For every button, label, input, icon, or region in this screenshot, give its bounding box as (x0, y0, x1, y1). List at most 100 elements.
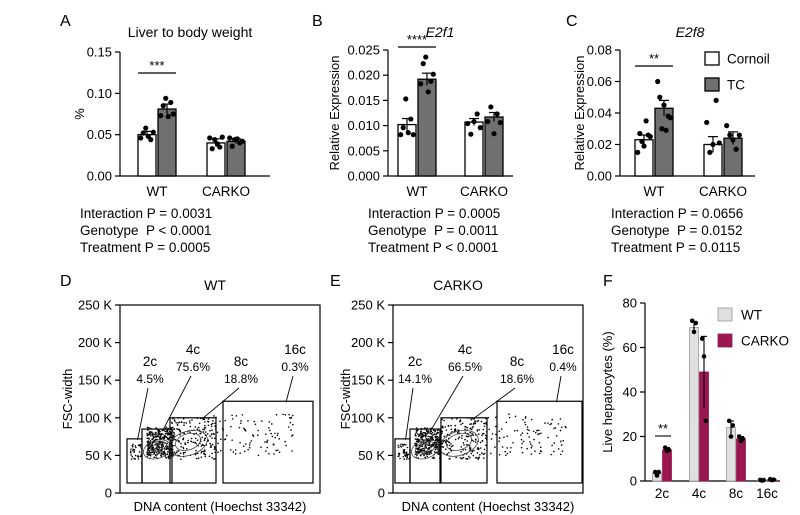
panel-d-event-dot (203, 444, 205, 447)
panel-e-event-dot (540, 432, 542, 435)
legend-label-cornoil: Cornoil (727, 52, 770, 67)
panel-d-event-dot (170, 426, 173, 429)
panel-d-plot-frame (119, 304, 321, 494)
panel-e-event-dot (433, 433, 435, 436)
panel-d-event-dot (152, 432, 154, 435)
panel-d-event-dot (196, 452, 199, 455)
panel-e-event-dot (480, 420, 483, 423)
panel-e-event-dot (462, 441, 465, 444)
panel-d-y-label: FSC-width (60, 369, 75, 430)
panel-e-event-dot (469, 457, 471, 459)
panel-d-event-dot (180, 445, 182, 448)
panel-d-event-dot (242, 445, 245, 448)
panel-d-event-dot (180, 458, 182, 460)
panel-d-event-dot (275, 449, 277, 452)
panel-d-event-dot (284, 414, 287, 416)
panel-d-event-dot (154, 432, 157, 434)
panel-e-event-dot (426, 453, 429, 456)
panel-d-event-dot (137, 458, 140, 460)
panel-d-event-dot (284, 440, 286, 443)
panel-e-event-dot (471, 450, 474, 453)
panel-e-event-dot (425, 433, 427, 435)
panel-a-y-tick-label: 0.10 (87, 86, 112, 101)
panel-d-event-dot (277, 432, 279, 435)
panel-d-event-dot (173, 419, 176, 421)
legend-label-tc: TC (727, 78, 745, 93)
stats-a-genotype: Genotype P < 0.0001 (80, 223, 212, 238)
panel-d-event-dot (268, 426, 270, 429)
panel-e-event-dot (526, 447, 529, 450)
panel-b-y-tick-label: 0.005 (347, 143, 380, 158)
panel-e-gate-percent-4c: 66.5% (448, 360, 482, 374)
panel-e-event-dot (474, 438, 477, 441)
panel-d-event-dot (133, 457, 135, 460)
panel-d-event-dot (266, 439, 269, 442)
panel-e-event-dot (537, 433, 539, 436)
panel-e-event-dot (526, 428, 529, 431)
panel-e-event-dot (470, 428, 473, 431)
panel-e-gate-label-16c: 16c (552, 342, 574, 357)
panel-e-event-dot (560, 444, 563, 446)
panel-d-gate-8c (169, 417, 217, 484)
panel-e-event-dot (498, 440, 500, 443)
panel-b-data-point (418, 81, 424, 87)
panel-d-event-dot (291, 450, 293, 452)
panel-d-event-dot (229, 449, 232, 451)
panel-d-event-dot (214, 437, 216, 440)
panel-d-event-dot (196, 439, 199, 441)
panel-d-event-dot (166, 442, 169, 445)
panel-d-event-dot (206, 433, 209, 435)
panel-e-event-dot (524, 423, 527, 426)
panel-e-event-dot (431, 437, 434, 439)
panel-d-event-dot (203, 452, 205, 454)
panel-c-y-tick-label: 0.06 (587, 74, 612, 89)
panel-b-data-point (398, 132, 404, 138)
panel-d-event-dot (254, 423, 257, 426)
panel-e-event-dot (415, 431, 418, 434)
panel-d-gate-percent-2c: 4.5% (136, 372, 164, 386)
panel-d-event-dot (288, 413, 290, 416)
panel-d-event-dot (179, 430, 181, 432)
panel-d-event-dot (159, 430, 161, 433)
panel-letter-a: A (60, 13, 71, 30)
stats-c-interaction: Interaction P = 0.0656 (611, 206, 744, 221)
panel-a-x-label: WT (147, 184, 168, 199)
panel-f-data-point (701, 354, 707, 359)
panel-d-event-dot (130, 454, 132, 456)
panel-d-event-dot (174, 452, 177, 455)
panel-d-event-dot (166, 436, 168, 439)
panel-d-event-dot (291, 414, 294, 417)
panel-d-event-dot (271, 423, 273, 425)
panel-d-event-dot (230, 425, 232, 428)
panel-e-event-dot (474, 422, 477, 425)
panel-f-y-tick-label: 20 (623, 429, 637, 444)
panel-e-event-dot (431, 444, 434, 447)
panel-f-data-point (699, 336, 705, 341)
panel-d-event-dot (243, 450, 246, 453)
panel-e-event-dot (402, 444, 404, 447)
panel-d-event-dot (183, 422, 185, 424)
panel-c-data-point (736, 132, 742, 138)
panel-c-data-point (716, 140, 722, 146)
panel-d-event-dot (162, 453, 164, 456)
panel-d-event-dot (148, 433, 151, 435)
panel-f-bar (662, 449, 672, 482)
panel-d-event-dot (217, 451, 219, 454)
panel-e-event-dot (454, 438, 457, 441)
panel-c-y-label: Relative Expression (572, 56, 587, 171)
panel-d-event-dot (186, 447, 188, 450)
panel-d-event-dot (231, 414, 233, 417)
panel-letter-d: D (60, 273, 72, 290)
panel-b-data-point (430, 71, 436, 77)
panel-a-bar (157, 108, 177, 177)
panel-e-event-dot (538, 452, 541, 455)
panel-d-event-dot (173, 451, 176, 454)
panel-e-event-dot (490, 438, 493, 440)
panel-e-event-dot (425, 447, 428, 449)
panel-d-event-dot (200, 452, 202, 454)
panel-f-data-point (761, 477, 767, 483)
panel-d-event-dot (200, 445, 203, 447)
panel-d-event-dot (239, 452, 241, 454)
panel-d-event-dot (165, 457, 168, 459)
panel-f-x-label: 4c (692, 486, 707, 501)
